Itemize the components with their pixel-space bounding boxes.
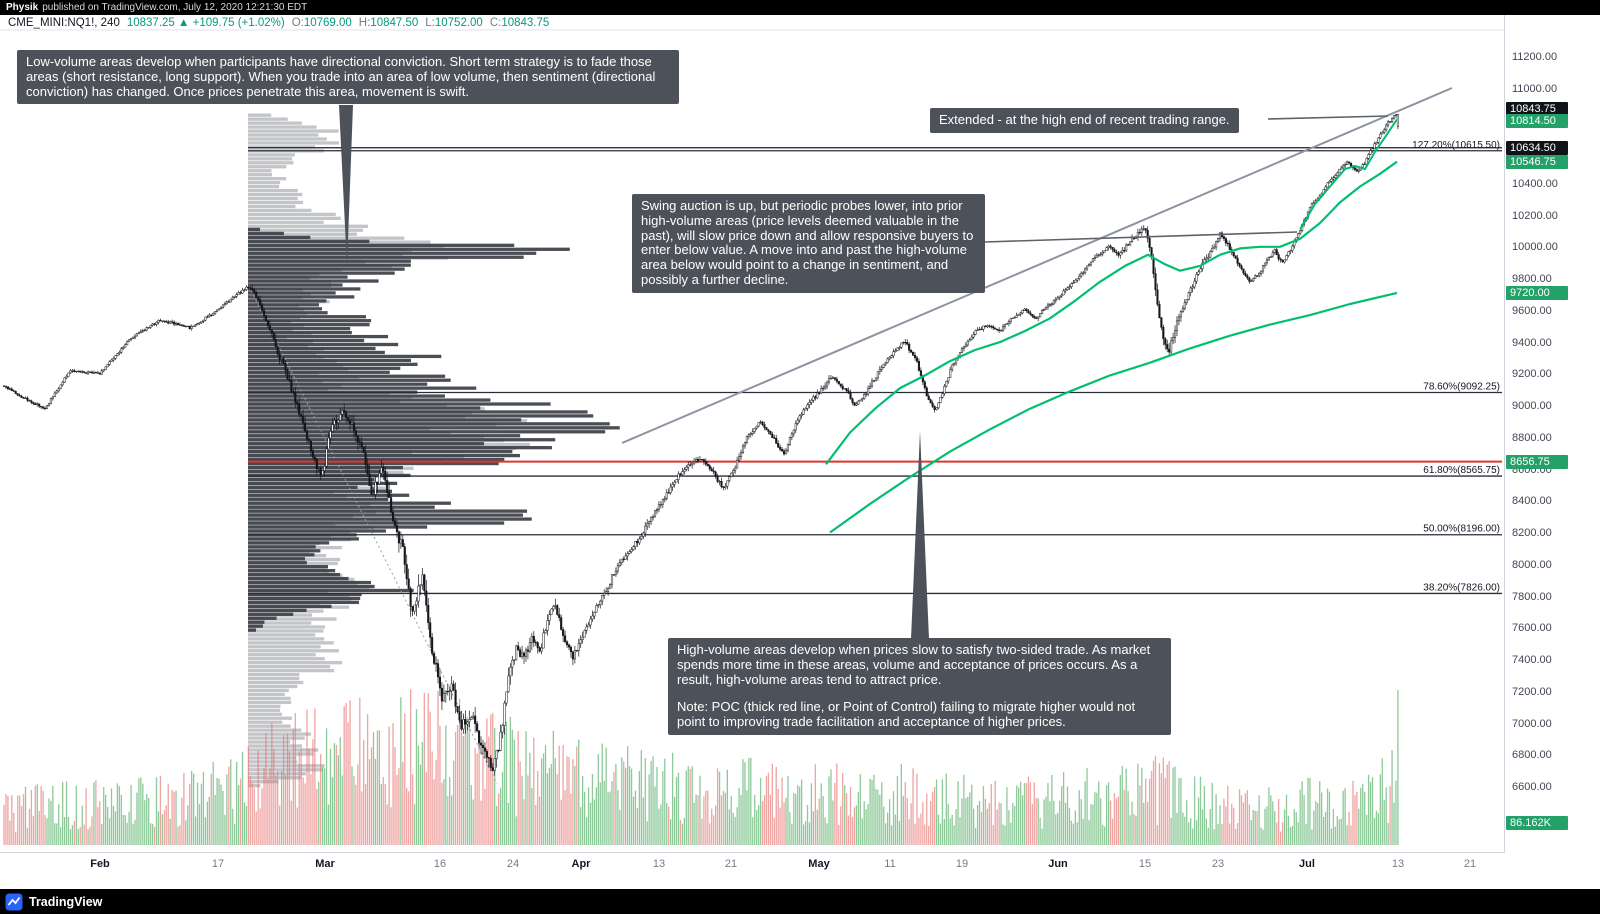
time-tick: 13 [1391,858,1405,870]
time-tick: Jul [1299,858,1315,870]
footer-bar: TradingView [0,889,1600,914]
last-price: 10837.25 [126,17,175,29]
time-tick: Apr [571,858,591,870]
price-tick: 7400.00 [1512,654,1552,667]
up-triangle-icon: ▲ [178,17,190,29]
time-tick: Mar [315,858,335,870]
price-tick: 7000.00 [1512,717,1552,730]
price-tick: 7200.00 [1512,685,1552,698]
price-tick: 11000.00 [1512,82,1558,95]
price-tick: 8400.00 [1512,495,1552,508]
price-tick: 7800.00 [1512,590,1552,603]
price-change: +109.75 (+1.02%) [192,17,285,29]
annotation-high-volume[interactable]: High-volume areas develop when prices sl… [668,638,1171,736]
annotation-swing-auction[interactable]: Swing auction is up, but periodic probes… [632,194,985,293]
price-tick: 9600.00 [1512,304,1552,317]
time-tick: 19 [955,858,969,870]
price-axis[interactable]: 11200.0011000.0010800.0010600.0010400.00… [1504,15,1600,889]
low-label: L: [425,17,435,29]
close-value: 10843.75 [501,17,550,29]
time-tick: 23 [1211,858,1225,870]
price-tag: 10843.75 [1506,101,1568,116]
fib-level-label: 127.20%(10615.50) [1412,140,1500,151]
annotation-low-volume-text: Low-volume areas develop when participan… [26,54,656,99]
price-tag: 86.162K [1506,816,1568,830]
price-tick: 8000.00 [1512,558,1552,571]
high-value: 10847.50 [370,17,419,29]
price-tick: 11200.00 [1512,51,1558,63]
annotation-extended[interactable]: Extended - at the high end of recent tra… [930,108,1239,133]
price-tick: 9200.00 [1512,368,1552,381]
tradingview-brand[interactable]: TradingView [29,894,103,909]
open-label: O: [291,17,304,29]
price-tick: 10000.00 [1512,241,1558,254]
time-tick: Feb [90,858,110,870]
fib-level-label: 78.60%(9092.25) [1423,381,1500,392]
time-tick: 21 [724,858,738,870]
price-tick: 8800.00 [1512,431,1552,444]
price-tick: 7600.00 [1512,622,1552,635]
tradingview-logo-icon[interactable] [5,893,23,911]
annotation-poc-note-text: Note: POC (thick red line, or Point of C… [677,699,1136,730]
annotation-swing-text: Swing auction is up, but periodic probes… [641,198,974,288]
price-tick: 9400.00 [1512,336,1552,349]
price-tag: 8656.75 [1506,454,1568,469]
time-axis[interactable]: Feb 17 Mar 16 24 Apr 13 21 May 11 19 Jun 15 23 Jul 13 21 [0,852,1505,890]
price-tick: 9800.00 [1512,273,1552,286]
symbol-interval-label[interactable]: CME_MINI:NQ1!, 240 [8,17,120,29]
symbol-legend[interactable]: CME_MINI:NQ1!, 240 10837.25 ▲ +109.75 (+… [8,17,549,29]
open-value: 10769.00 [303,17,352,29]
time-tick: 17 [211,858,225,870]
time-tick: May [808,858,830,870]
annotation-extended-text: Extended - at the high end of recent tra… [939,112,1230,127]
annotation-low-volume[interactable]: Low-volume areas develop when participan… [17,50,679,105]
price-tick: 9000.00 [1512,400,1552,413]
price-tag: 10814.50 [1506,114,1568,129]
fib-level-label: 61.80%(8565.75) [1423,465,1500,476]
price-tick: 10400.00 [1512,177,1558,190]
annotation-high-volume-text: High-volume areas develop when prices sl… [677,642,1151,687]
time-tick: 24 [506,858,520,870]
time-tick: Jun [1048,858,1068,870]
fib-level-label: 38.20%(7826.00) [1423,582,1500,593]
price-tick: 8200.00 [1512,527,1552,540]
price-tick: 6800.00 [1512,749,1552,762]
price-tag: 10546.75 [1506,154,1568,169]
time-tick: 13 [652,858,666,870]
price-tick: 10200.00 [1512,209,1558,222]
time-tick: 21 [1463,858,1477,870]
publisher-name: Physik [6,2,39,13]
publish-info-text: published on TradingView.com, July 12, 2… [42,2,308,13]
high-label: H: [358,17,371,29]
fib-level-label: 50.00%(8196.00) [1423,524,1500,535]
time-tick: 16 [433,858,447,870]
time-tick: 15 [1138,858,1152,870]
close-label: C: [489,17,502,29]
price-tick: 6600.00 [1512,781,1552,793]
price-tag: 10634.50 [1506,140,1568,155]
low-value: 10752.00 [434,17,483,29]
publish-info-bar: Physik published on TradingView.com, July… [0,0,1600,15]
price-tag: 9720.00 [1506,285,1568,300]
time-tick: 11 [884,858,896,870]
